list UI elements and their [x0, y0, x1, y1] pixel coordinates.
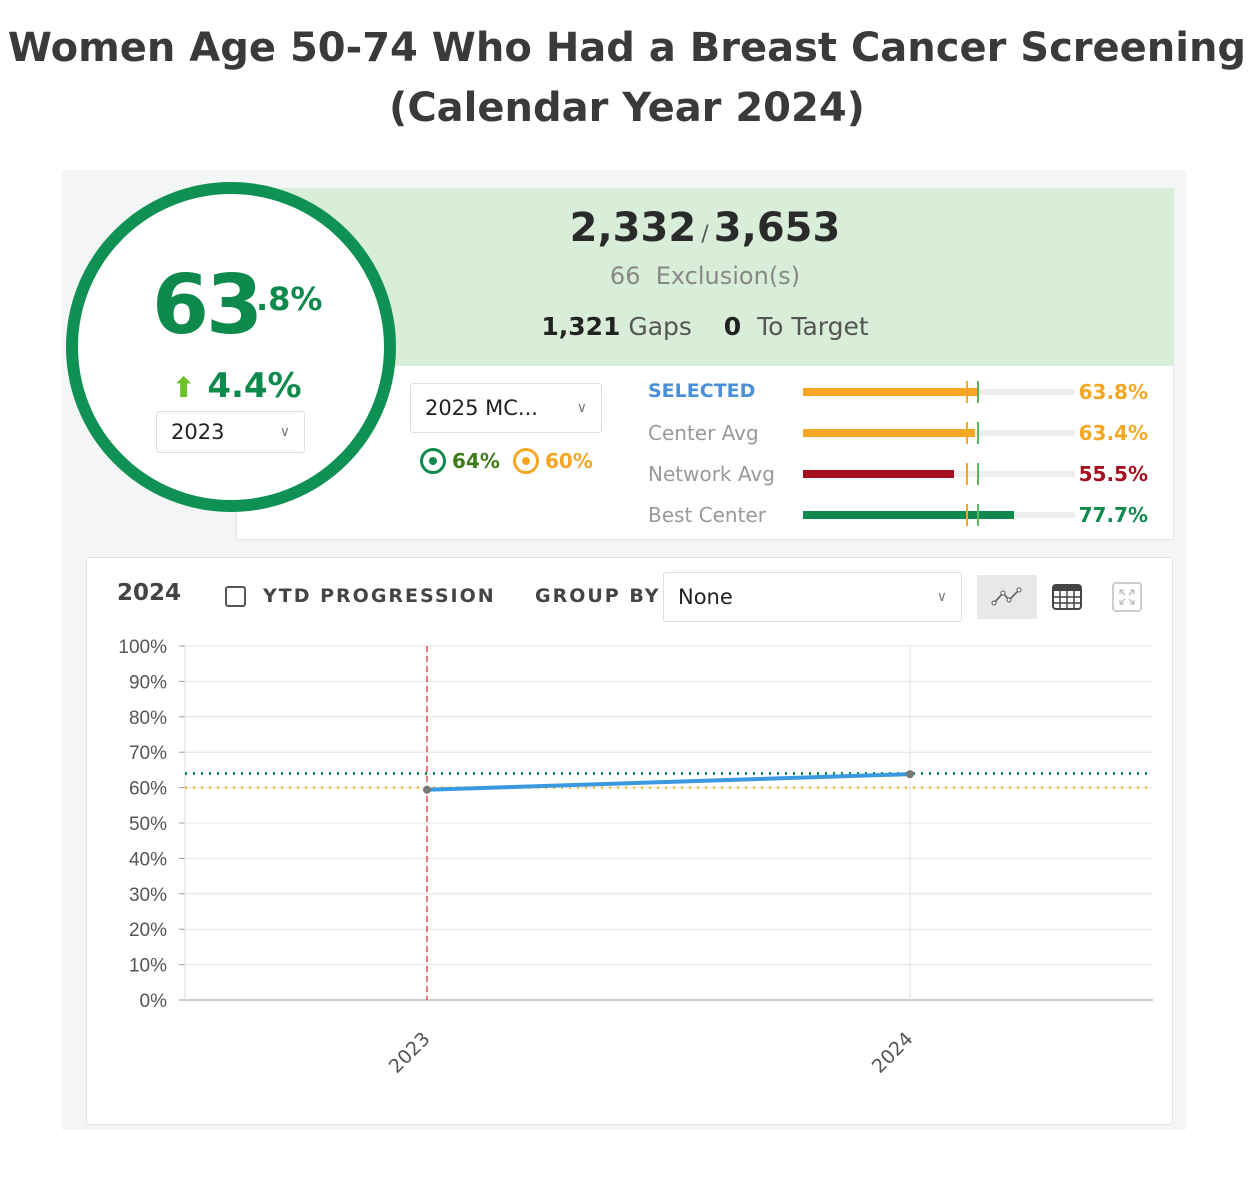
target-marker-60	[966, 463, 969, 485]
benchmark-value: 63.8%	[1078, 380, 1148, 404]
chevron-down-icon: ∨	[936, 589, 947, 605]
score-change: ⬆ 4.4%	[172, 366, 302, 406]
benchmark-value: 63.4%	[1078, 421, 1148, 445]
benchmark-bar	[803, 429, 976, 437]
benchmark-bar	[803, 470, 954, 478]
target-marker-64	[977, 381, 980, 403]
group-by-label: GROUP BY	[535, 585, 661, 607]
benchmark-row: SELECTED 63.8%	[648, 378, 1158, 408]
benchmark-track	[803, 463, 1075, 485]
y-tick-label: 70%	[129, 743, 167, 764]
benchmark-label: SELECTED	[648, 380, 756, 402]
y-tick-label: 20%	[129, 920, 167, 941]
y-tick-label: 60%	[129, 779, 167, 800]
benchmark-value: 55.5%	[1078, 462, 1148, 486]
target-marker-60	[966, 381, 969, 403]
x-tick-label: 2023	[385, 1028, 435, 1078]
numerator: 2,332	[569, 205, 697, 251]
gaps-link[interactable]: Gaps	[628, 312, 692, 341]
exclusions: 66 Exclusion(s)	[609, 262, 801, 290]
ytd-label: YTD PROGRESSION	[263, 585, 496, 607]
target-orange: 60%	[513, 448, 593, 474]
measure-select[interactable]: 2025 MC... ∨	[410, 383, 602, 433]
table-view-button[interactable]	[1037, 575, 1097, 619]
y-tick-label: 40%	[129, 849, 167, 870]
expand-button[interactable]	[1097, 575, 1157, 619]
target-marker-64	[977, 504, 980, 526]
compare-year-select[interactable]: 2023 ∨	[156, 411, 305, 453]
target-icon	[420, 448, 446, 474]
y-tick-label: 10%	[129, 956, 167, 977]
score-decimal: .8%	[256, 280, 323, 318]
benchmark-track	[803, 422, 1075, 444]
benchmark-track	[803, 504, 1075, 526]
group-by-select[interactable]: None ∨	[663, 572, 962, 622]
benchmark-label: Center Avg	[648, 421, 759, 445]
target-icon	[513, 448, 539, 474]
target-marker-64	[977, 463, 980, 485]
benchmark-label: Network Avg	[648, 462, 775, 486]
exclusions-link[interactable]: Exclusion(s)	[655, 262, 801, 290]
benchmark-row: Center Avg 63.4%	[648, 419, 1158, 449]
denominator: 3,653	[713, 205, 841, 251]
chart-year: 2024	[117, 580, 182, 606]
target-marker-60	[966, 422, 969, 444]
page-title: Women Age 50-74 Who Had a Breast Cancer …	[7, 25, 1247, 131]
benchmark-bar	[803, 511, 1015, 519]
x-tick-label: 2024	[868, 1028, 918, 1078]
y-tick-label: 100%	[118, 637, 167, 658]
table-icon	[1052, 584, 1082, 610]
y-tick-label: 80%	[129, 708, 167, 729]
line-chart-view-button[interactable]	[977, 575, 1037, 619]
series-line	[426, 772, 911, 792]
benchmark-bar	[803, 388, 977, 396]
benchmark-track	[803, 381, 1075, 403]
chevron-down-icon: ∨	[576, 400, 587, 416]
ytd-checkbox[interactable]	[225, 586, 246, 607]
data-point	[423, 785, 431, 794]
arrow-up-icon: ⬆	[172, 371, 196, 404]
benchmark-row: Best Center 77.7%	[648, 501, 1158, 531]
data-point	[906, 770, 914, 779]
y-tick-label: 50%	[129, 814, 167, 835]
chevron-down-icon: ∨	[279, 424, 290, 440]
target-marker-64	[977, 422, 980, 444]
benchmark-value: 77.7%	[1078, 503, 1148, 527]
y-tick-label: 0%	[140, 991, 168, 1012]
y-tick-label: 90%	[129, 672, 167, 693]
line-chart-icon	[991, 587, 1022, 606]
benchmark-label: Best Center	[648, 503, 766, 527]
target-green: 64%	[420, 448, 500, 474]
y-tick-label: 30%	[129, 885, 167, 906]
score-whole: 63	[152, 258, 263, 353]
benchmark-row: Network Avg 55.5%	[648, 460, 1158, 490]
target-marker-60	[966, 504, 969, 526]
expand-icon	[1112, 582, 1142, 612]
trend-chart-card	[86, 557, 1173, 1125]
